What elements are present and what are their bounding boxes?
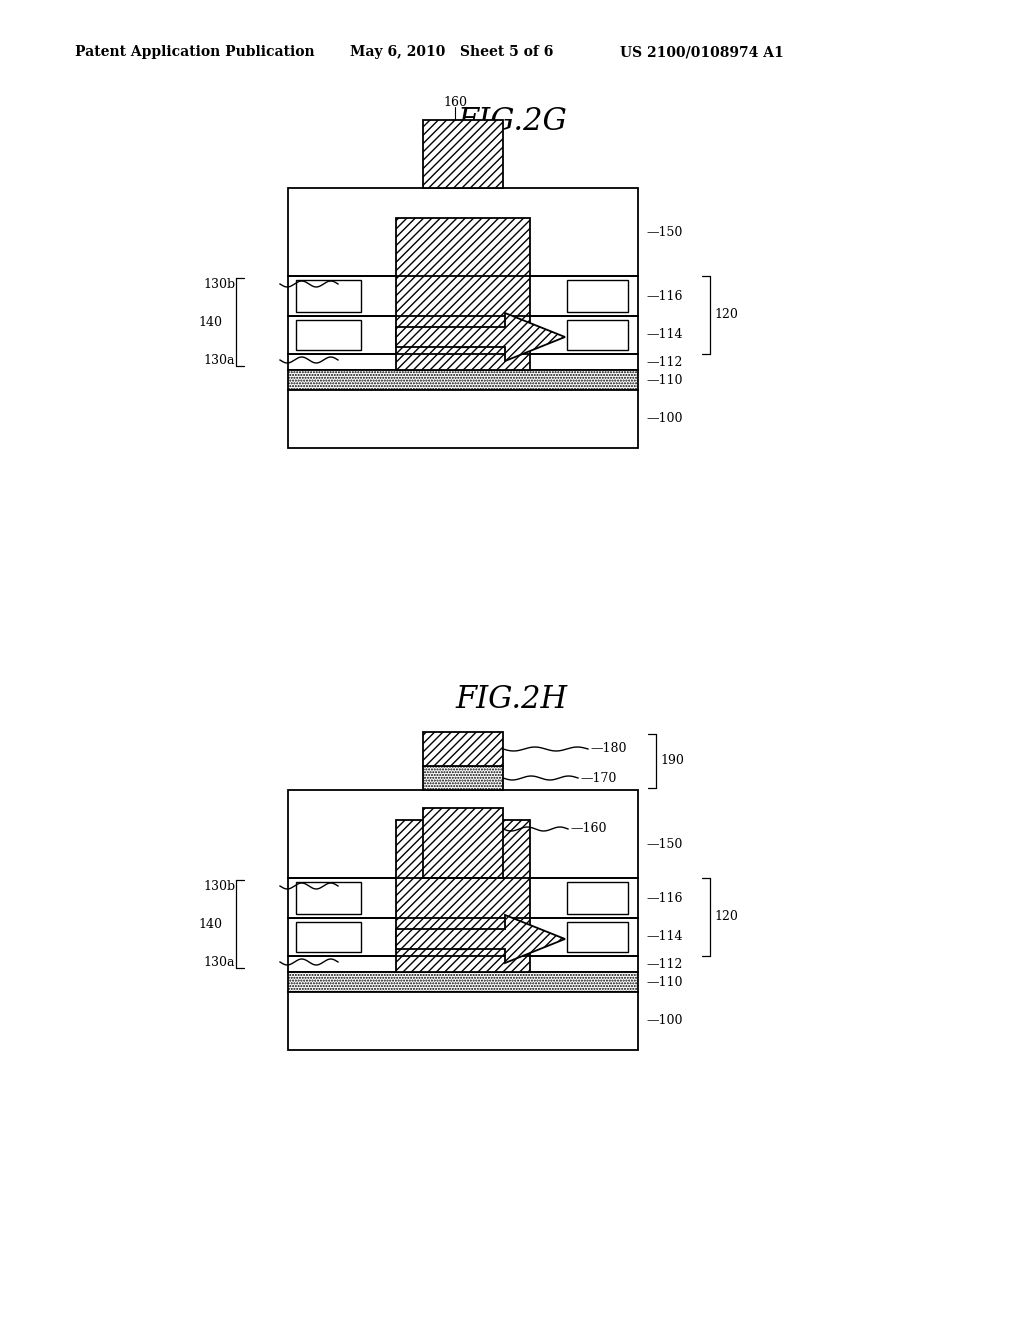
Bar (296, 882, 361, 913)
Bar (396, 820, 530, 972)
Text: 190: 190 (660, 755, 684, 767)
Text: —100: —100 (646, 1015, 683, 1027)
Text: 120: 120 (714, 309, 738, 322)
Text: 140: 140 (198, 917, 222, 931)
Text: 140: 140 (198, 315, 222, 329)
Text: —150: —150 (646, 837, 682, 850)
Text: —110: —110 (646, 374, 683, 387)
Text: 130a: 130a (203, 956, 234, 969)
Bar (296, 921, 361, 952)
Text: H: H (455, 932, 467, 946)
Bar (423, 808, 503, 878)
Bar (288, 789, 638, 972)
Text: —114: —114 (646, 329, 683, 342)
Polygon shape (396, 313, 565, 360)
Bar (288, 187, 638, 370)
Bar (423, 120, 503, 187)
Text: 130b: 130b (203, 879, 236, 892)
Text: —110: —110 (646, 975, 683, 989)
Text: —100: —100 (646, 412, 683, 425)
Text: FIG.2H: FIG.2H (456, 685, 568, 715)
Bar (423, 766, 503, 789)
Text: 120: 120 (714, 911, 738, 924)
Text: H: H (455, 330, 467, 345)
Bar (288, 370, 638, 389)
Bar (567, 280, 628, 312)
Text: —116: —116 (646, 289, 683, 302)
Bar (423, 733, 503, 766)
Bar (396, 218, 530, 370)
Text: US 2100/0108974 A1: US 2100/0108974 A1 (620, 45, 783, 59)
Bar (288, 389, 638, 447)
Text: May 6, 2010   Sheet 5 of 6: May 6, 2010 Sheet 5 of 6 (350, 45, 553, 59)
Text: 130a: 130a (203, 354, 234, 367)
Bar (288, 993, 638, 1049)
Text: —112: —112 (646, 355, 682, 368)
Text: —170: —170 (580, 771, 616, 784)
Bar (296, 319, 361, 350)
Text: —160: —160 (570, 822, 606, 836)
Text: —150: —150 (646, 226, 682, 239)
Text: 130b: 130b (203, 277, 236, 290)
Text: 160: 160 (443, 95, 467, 108)
Text: —180: —180 (590, 742, 627, 755)
Text: —112: —112 (646, 957, 682, 970)
Bar (288, 972, 638, 993)
Bar (567, 319, 628, 350)
Bar (567, 921, 628, 952)
Text: —116: —116 (646, 891, 683, 904)
Text: Patent Application Publication: Patent Application Publication (75, 45, 314, 59)
Bar (567, 882, 628, 913)
Polygon shape (396, 915, 565, 964)
Text: FIG.2G: FIG.2G (457, 107, 567, 137)
Text: —114: —114 (646, 931, 683, 944)
Bar (296, 280, 361, 312)
